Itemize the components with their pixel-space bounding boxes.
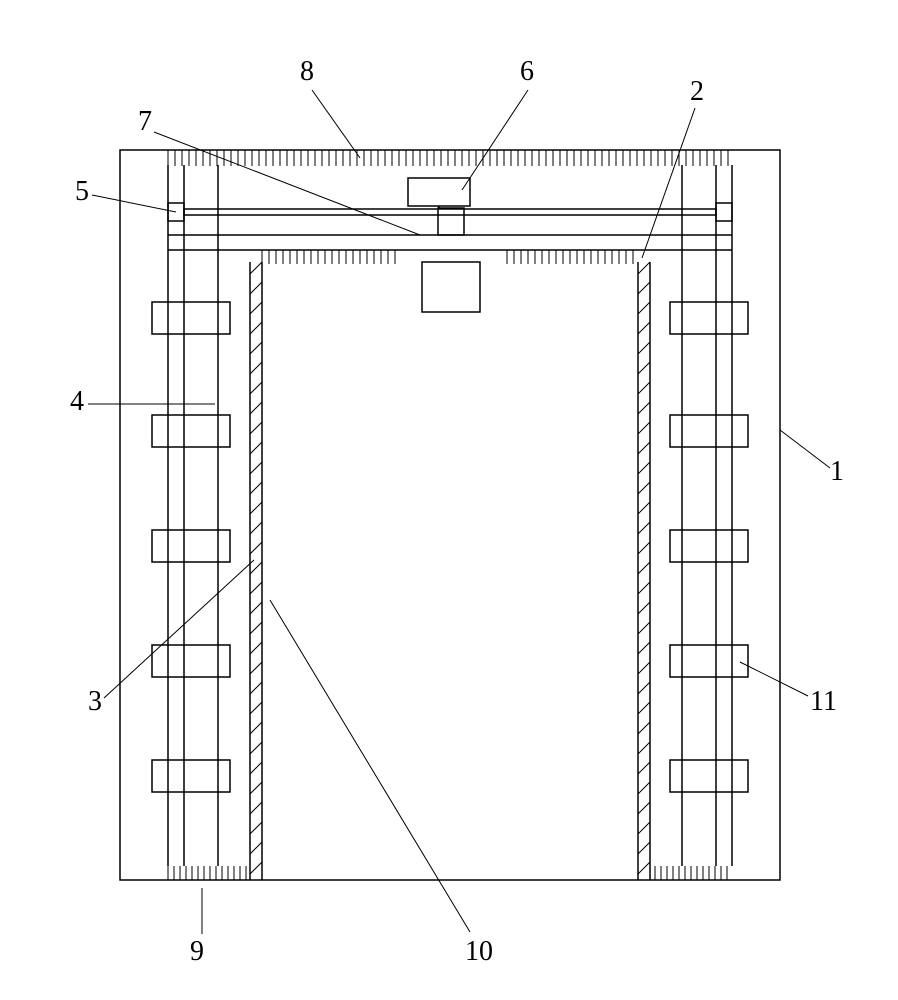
label-8: 8	[300, 56, 314, 87]
label-5: 5	[75, 176, 89, 207]
label-1: 1	[830, 456, 844, 487]
label-7: 7	[138, 106, 152, 137]
label-6: 6	[520, 56, 534, 87]
label-10: 10	[465, 936, 493, 967]
label-4: 4	[70, 386, 84, 417]
label-11: 11	[810, 686, 837, 717]
label-2: 2	[690, 76, 704, 107]
label-9: 9	[190, 936, 204, 967]
label-3: 3	[88, 686, 102, 717]
technical-drawing: 1 2 3 4 5 6 7 8 9 10 11	[0, 0, 898, 1000]
